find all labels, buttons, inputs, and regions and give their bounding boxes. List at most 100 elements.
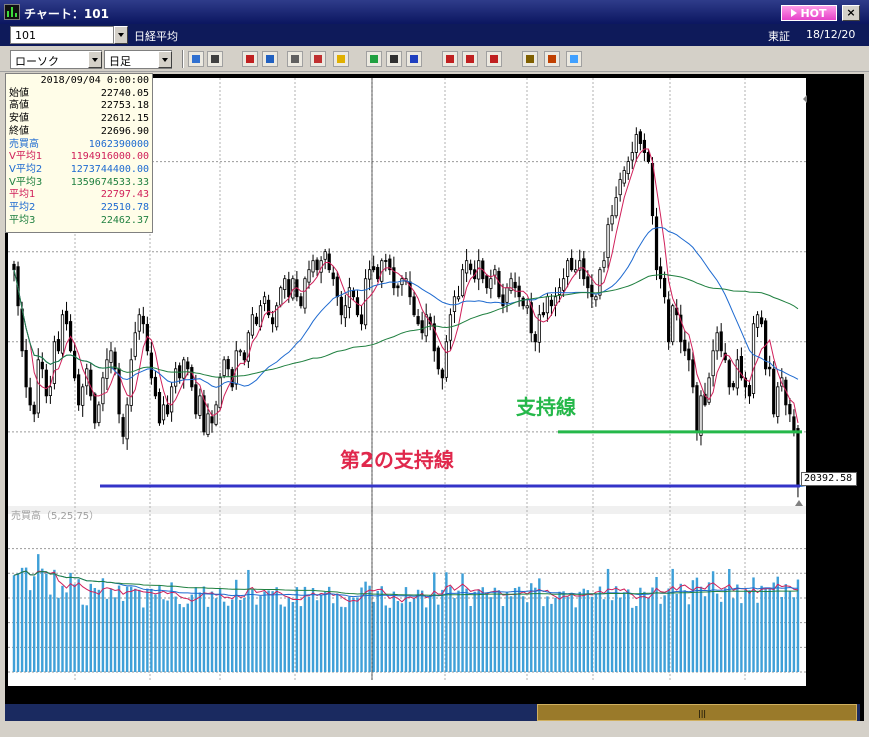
volume-bar — [303, 586, 307, 672]
candle-body — [161, 404, 166, 421]
zoom-icon[interactable] — [188, 51, 204, 67]
settings-icon[interactable] — [522, 51, 538, 67]
volume-bar — [768, 588, 771, 672]
symbol-code-input[interactable] — [10, 26, 114, 44]
volume-bar — [796, 579, 800, 672]
candle-body — [376, 267, 380, 280]
grid-icon[interactable] — [287, 51, 303, 67]
month-label: 12 — [739, 685, 752, 696]
candle-body — [186, 361, 190, 370]
volume-bar — [340, 606, 343, 672]
volume-bar — [348, 596, 351, 672]
month-label: 2018/7 — [353, 685, 391, 696]
candle-body — [141, 315, 145, 325]
volume-bar — [756, 602, 759, 672]
info-row-label: 高値 — [9, 100, 29, 112]
volume-bar — [614, 586, 618, 672]
candle-body — [323, 251, 327, 260]
candle-body — [56, 339, 61, 352]
wrench-icon[interactable] — [544, 51, 560, 67]
candle-body — [493, 269, 497, 276]
candle-body — [731, 383, 735, 388]
volume-bar — [485, 594, 489, 672]
volume-bar — [663, 595, 666, 672]
volume-bar — [113, 597, 117, 672]
volume-bar — [49, 594, 52, 672]
chart-type-dropdown-icon[interactable] — [88, 51, 102, 68]
candle-body — [541, 312, 545, 316]
volume-bar — [772, 582, 775, 672]
volume-average-line — [13, 570, 799, 596]
chart-type-select[interactable]: ローソク — [10, 50, 102, 69]
info-row-value: 22797.43 — [100, 189, 149, 201]
candle-body — [275, 305, 279, 328]
bar-select-icon[interactable] — [207, 51, 223, 67]
candle-body — [343, 305, 347, 319]
volume-bar — [396, 601, 400, 672]
navigator-grip-icon[interactable]: ||| — [698, 709, 707, 718]
candle-body — [392, 267, 396, 289]
volume-bar — [570, 592, 573, 672]
candle-body — [772, 368, 776, 415]
volume-bar — [780, 596, 784, 672]
candle-body — [598, 269, 602, 296]
volume-bar — [582, 588, 585, 672]
volume-bar — [525, 602, 529, 672]
month-label: 10 — [587, 685, 600, 696]
volume-bar — [352, 597, 355, 672]
candle-body — [412, 296, 416, 316]
candle-body — [679, 314, 683, 343]
candle-body — [202, 395, 206, 433]
volume-bar — [501, 606, 505, 672]
sushi-icon[interactable] — [242, 51, 258, 67]
mark-icon[interactable] — [442, 51, 458, 67]
candle-body — [299, 296, 303, 307]
candle-body — [32, 404, 36, 415]
candle-body — [561, 278, 566, 291]
candle-body — [287, 279, 291, 298]
navigator-thumb[interactable] — [537, 704, 857, 721]
volume-bar — [404, 587, 408, 672]
volume-bar — [590, 596, 594, 672]
palette-icon[interactable] — [566, 51, 582, 67]
volume-bar — [513, 588, 517, 672]
volume-bar — [631, 607, 634, 672]
info-row: 始値 22740.05 — [9, 88, 149, 101]
period-select[interactable]: 日足 — [104, 50, 172, 69]
volume-bar — [198, 592, 202, 672]
candle-body — [174, 368, 178, 387]
volume-bar — [271, 591, 274, 672]
search-q-icon[interactable] — [262, 51, 278, 67]
info-row: 平均2 22510.78 — [9, 202, 149, 215]
market-label: 東証 — [768, 30, 790, 43]
close-button[interactable]: × — [842, 5, 860, 21]
candle-body — [703, 393, 707, 406]
candle-body — [796, 428, 800, 488]
candle-body — [400, 278, 404, 286]
volume-bar — [283, 606, 286, 672]
volume-bar — [724, 588, 727, 672]
volume-bar — [707, 582, 711, 672]
warning-icon[interactable] — [333, 51, 349, 67]
pencil-icon[interactable] — [366, 51, 382, 67]
mark2-icon[interactable] — [462, 51, 478, 67]
hot-button[interactable]: HOT — [781, 5, 837, 21]
all-icon[interactable] — [486, 51, 502, 67]
symbol-dropdown-button[interactable] — [114, 26, 128, 44]
candle-body — [505, 287, 509, 303]
info-row: 平均1 22797.43 — [9, 189, 149, 202]
candle-body — [727, 360, 731, 388]
undo-icon[interactable] — [406, 51, 422, 67]
volume-bar — [408, 601, 412, 672]
volume-bar — [267, 590, 270, 672]
candle-body — [691, 359, 695, 388]
volume-bar — [154, 594, 157, 672]
cursor-icon[interactable] — [386, 51, 402, 67]
candle-body — [610, 215, 614, 225]
info-row: 平均3 22462.37 — [9, 215, 149, 228]
compare-icon[interactable] — [310, 51, 326, 67]
volume-bar — [255, 604, 258, 672]
symbol-bar: 日経平均 東証 18/12/20 — [0, 24, 869, 46]
period-dropdown-icon[interactable] — [158, 51, 172, 68]
candle-body — [254, 316, 259, 325]
